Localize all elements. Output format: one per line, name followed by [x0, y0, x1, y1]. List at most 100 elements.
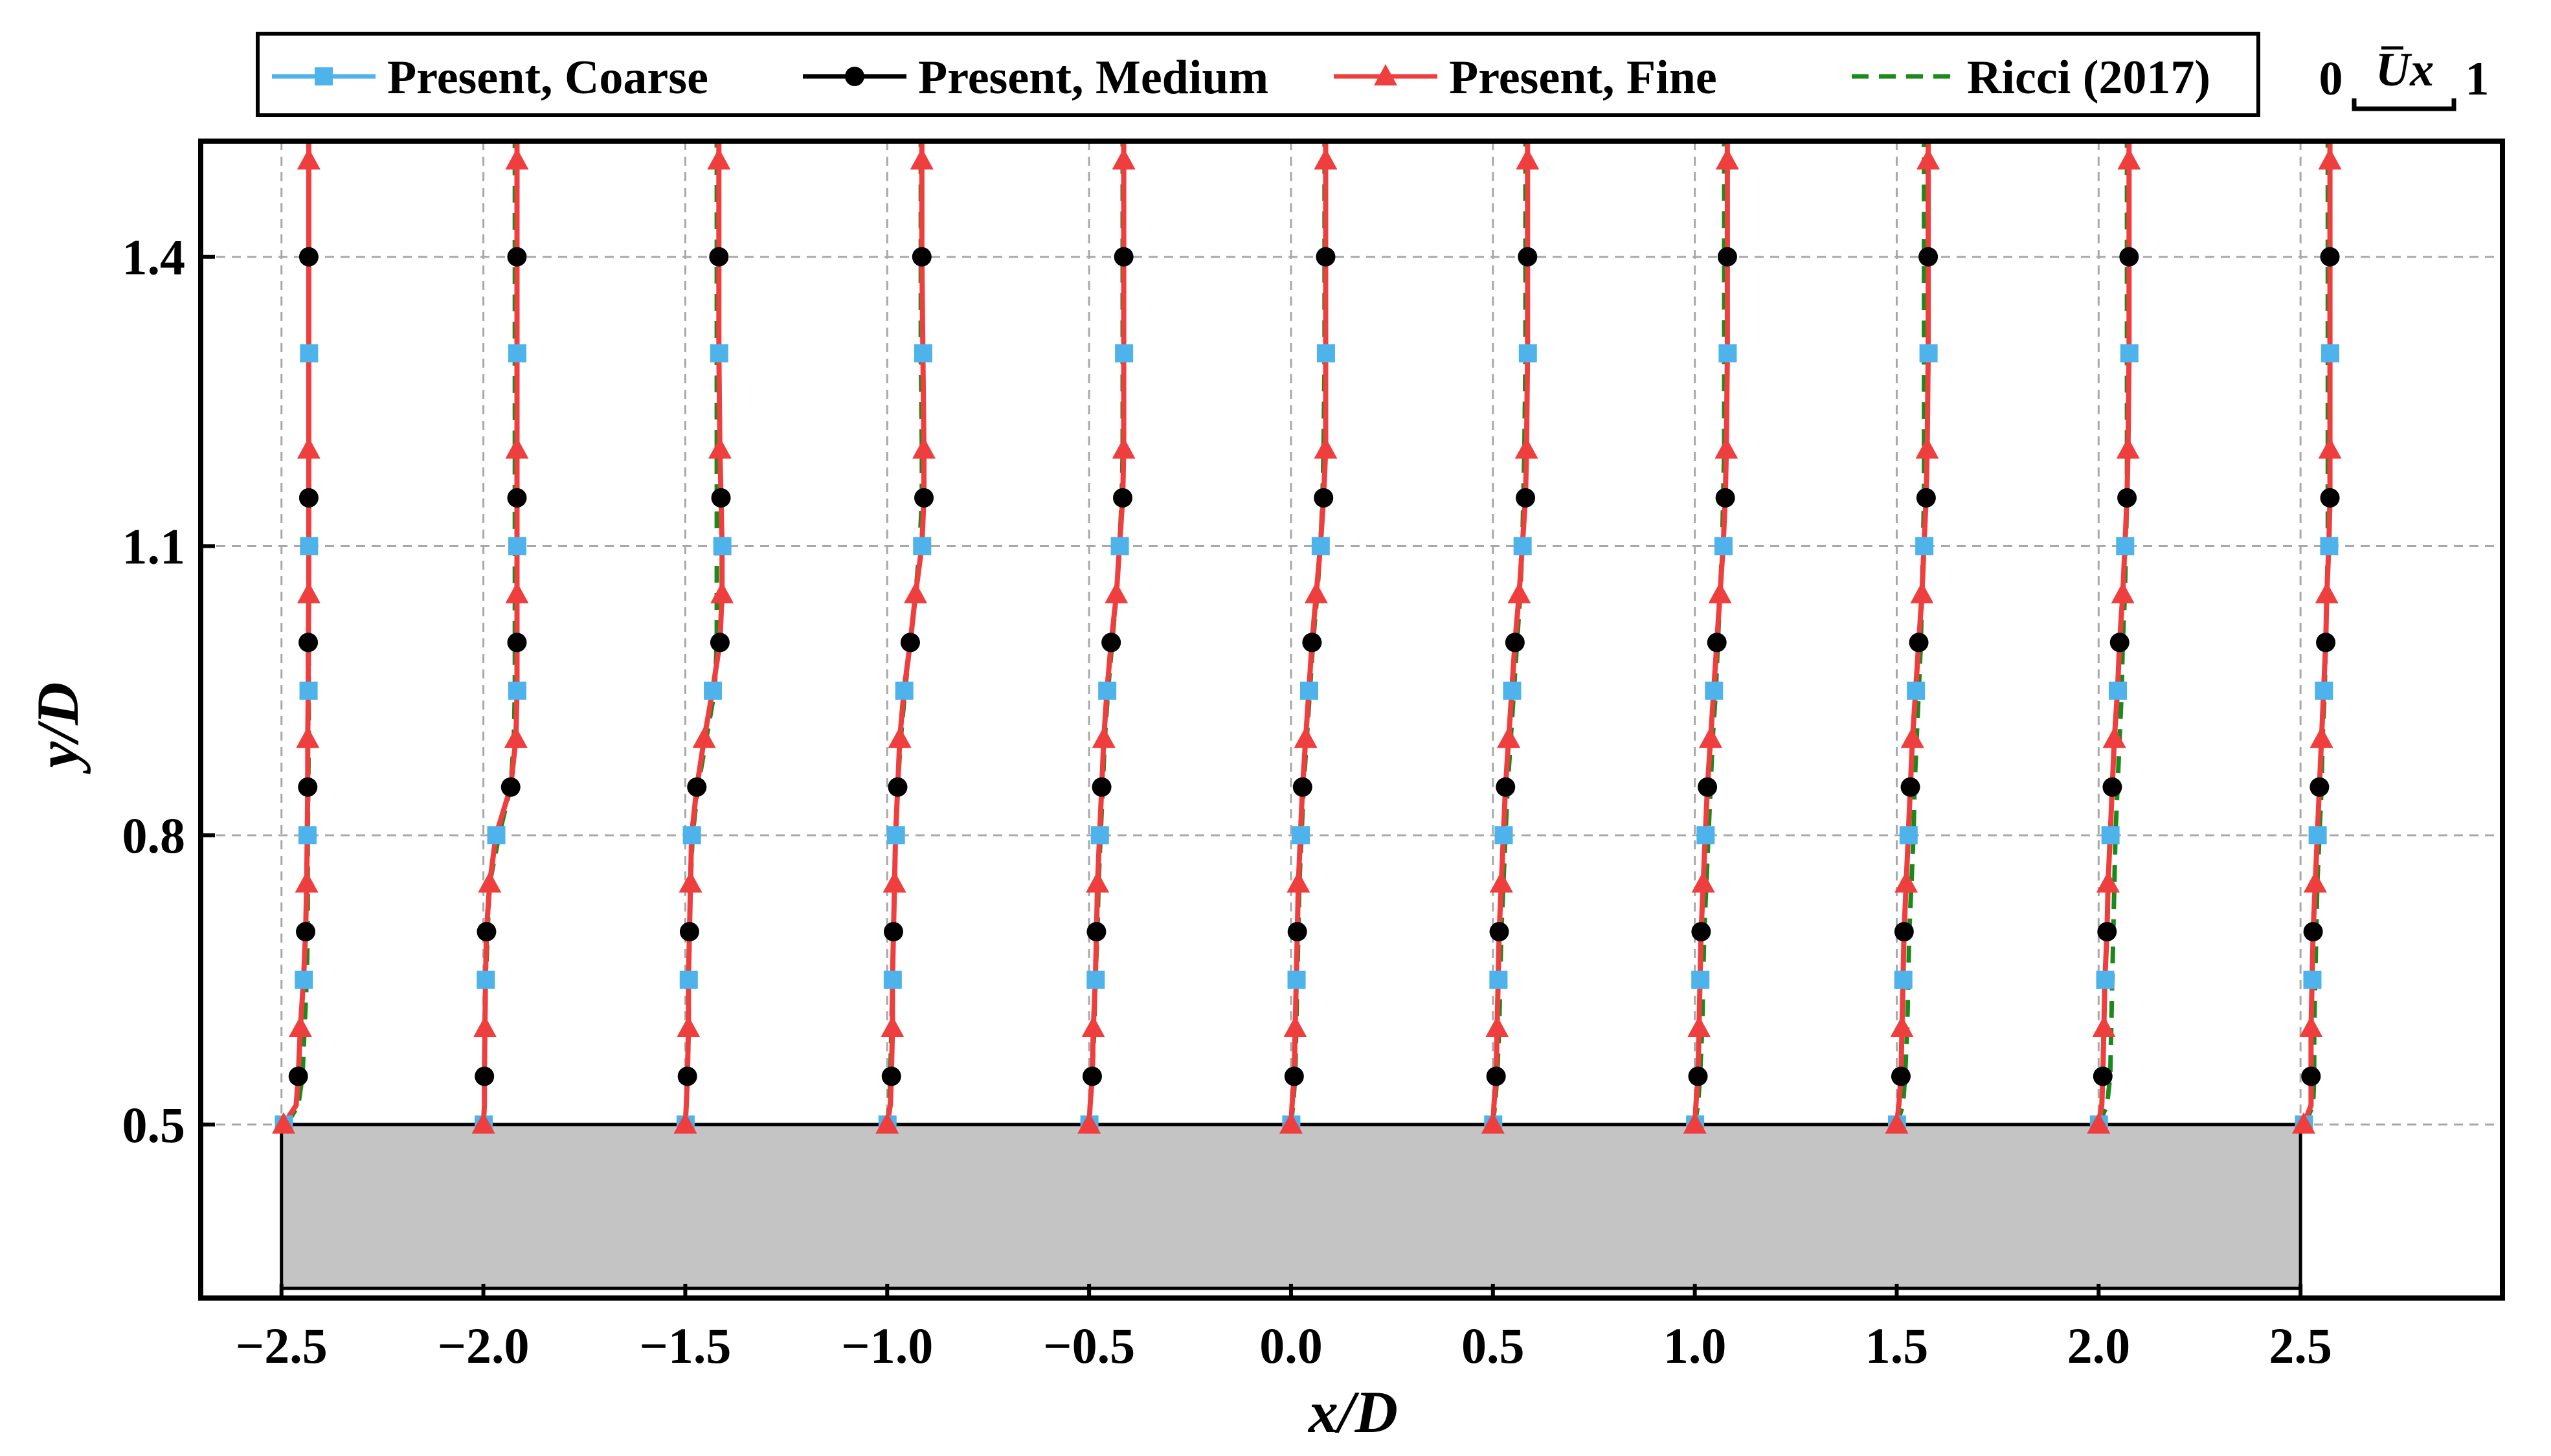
velocity-scale: 0 Ux 1	[2319, 43, 2489, 111]
coarse-marker	[1098, 681, 1117, 700]
fine-marker	[505, 437, 529, 459]
coarse-marker	[883, 970, 902, 989]
fine-marker	[1915, 437, 1939, 459]
fine-marker	[1314, 148, 1338, 170]
medium-marker	[679, 922, 699, 942]
fine-marker	[1112, 148, 1136, 170]
fine-marker	[1698, 726, 1722, 748]
medium-marker	[1489, 922, 1509, 942]
legend-box	[256, 32, 2260, 117]
fine-marker	[1715, 148, 1739, 170]
station-profile	[1481, 141, 1540, 1134]
medium-marker	[1086, 922, 1107, 942]
medium-marker	[1715, 487, 1735, 508]
medium-marker	[1287, 922, 1307, 942]
fine-marker	[2315, 581, 2339, 603]
fine-marker	[297, 581, 320, 603]
x-tick-label: 0.0	[1259, 1317, 1323, 1374]
medium-marker	[912, 247, 932, 267]
fine-marker	[1294, 726, 1318, 748]
y-tick-label: 0.5	[122, 1097, 186, 1153]
coarse-marker	[1300, 681, 1319, 700]
medium-marker	[298, 247, 319, 267]
medium-marker	[2109, 633, 2130, 653]
medium-marker	[1302, 633, 1322, 653]
ricci-line	[2096, 141, 2130, 1126]
medium-marker	[1717, 247, 1737, 267]
fine-marker	[710, 581, 734, 603]
coarse-marker	[1115, 344, 1134, 363]
medium-marker	[1314, 487, 1334, 508]
profiles	[271, 141, 2342, 1134]
fine-marker	[2303, 871, 2327, 893]
fine-marker	[1497, 726, 1521, 748]
medium-marker	[1505, 633, 1525, 653]
y-axis-label: y/D	[25, 682, 91, 775]
fine-marker	[677, 1016, 701, 1038]
medium-marker	[1292, 777, 1312, 797]
fine-marker	[882, 871, 906, 893]
coarse-marker	[299, 681, 318, 700]
fine-marker	[1708, 581, 1732, 603]
coarse-marker	[1110, 537, 1129, 555]
medium-marker	[507, 487, 527, 508]
x-axis-label: x/D	[1307, 1379, 1398, 1445]
fine-marker	[1287, 871, 1310, 893]
fine-marker	[1894, 871, 1918, 893]
coarse-marker	[710, 344, 728, 363]
fine-marker	[1304, 581, 1328, 603]
fine-marker	[1081, 1016, 1105, 1038]
medium-marker	[881, 1066, 901, 1086]
medium-marker	[900, 633, 920, 653]
fine-marker	[1077, 1112, 1101, 1134]
coarse-marker	[2101, 826, 2120, 845]
fine-marker	[505, 581, 529, 603]
legend-label: Present, Medium	[918, 51, 1268, 104]
coarse-marker	[1287, 970, 1306, 989]
fine-marker	[1283, 1016, 1307, 1038]
coarse-marker	[2108, 681, 2127, 700]
y-tick-label: 0.8	[122, 807, 186, 864]
coarse-marker	[1714, 537, 1733, 555]
coarse-marker	[477, 970, 495, 989]
medium-marker	[2093, 1066, 2113, 1086]
fine-marker	[692, 726, 716, 748]
coarse-marker	[1513, 537, 1532, 555]
fine-marker	[1489, 871, 1513, 893]
velocity-scale-max: 1	[2466, 52, 2489, 106]
medium-marker	[298, 777, 318, 797]
coarse-marker	[1899, 826, 1918, 845]
velocity-scale-label: Ux	[2376, 43, 2434, 96]
coarse-marker	[1086, 970, 1105, 989]
fine-marker	[1485, 1016, 1509, 1038]
coarse-marker	[295, 970, 313, 989]
fine-marker	[912, 437, 936, 459]
medium-marker	[1516, 487, 1536, 508]
medium-marker	[2097, 922, 2117, 942]
fine-marker	[1514, 437, 1538, 459]
medium-marker	[1284, 1066, 1304, 1086]
coarse-marker	[1919, 344, 1938, 363]
medium-marker	[710, 633, 730, 653]
fine-marker	[2292, 1112, 2316, 1134]
legend: Present, Coarse Present, Medium Present, F…	[256, 32, 2260, 117]
medium-marker	[2320, 487, 2340, 508]
medium-marker	[1909, 633, 1929, 653]
fine-marker	[504, 726, 528, 748]
station-profile	[2292, 141, 2342, 1134]
station-profile	[1279, 141, 1338, 1134]
medium-marker	[1092, 777, 1112, 797]
coarse-marker	[1718, 344, 1737, 363]
medium-marker	[677, 1066, 697, 1086]
fine-marker	[1910, 581, 1934, 603]
coarse-marker	[508, 344, 526, 363]
coarse-marker	[682, 826, 701, 845]
legend-item: Present, Coarse	[272, 51, 708, 104]
coarse-marker	[2315, 681, 2333, 700]
coarse-marker	[1090, 826, 1109, 845]
medium-marker	[709, 247, 729, 267]
velocity-scale-bracket	[2352, 98, 2456, 111]
medium-marker	[477, 922, 497, 942]
coarse-marker	[886, 826, 905, 845]
fine-marker	[2111, 581, 2135, 603]
